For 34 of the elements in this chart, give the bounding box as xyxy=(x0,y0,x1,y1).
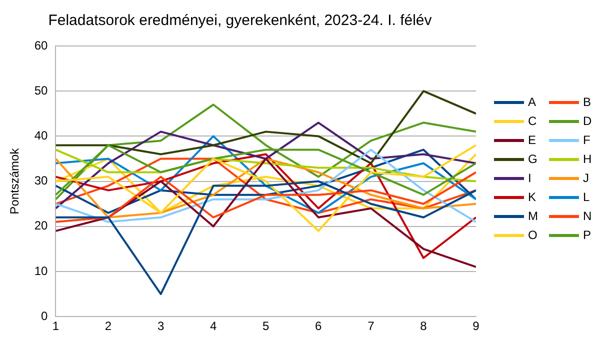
x-tick-label: 5 xyxy=(262,319,270,334)
legend-label: E xyxy=(528,133,536,147)
x-tick-label: 9 xyxy=(472,319,480,334)
x-tick-label: 1 xyxy=(52,319,60,334)
y-tick-label: 40 xyxy=(34,128,48,143)
y-tick-label: 0 xyxy=(41,308,48,323)
legend-label: A xyxy=(528,95,536,109)
x-tick-label: 6 xyxy=(315,319,322,334)
x-tick-label: 8 xyxy=(420,319,428,334)
y-tick-label: 20 xyxy=(34,218,48,233)
x-tick-label: 2 xyxy=(104,319,112,334)
legend-label: J xyxy=(583,171,589,185)
y-tick-label: 10 xyxy=(34,264,48,278)
legend-label: N xyxy=(583,209,592,223)
y-axis-title: Pontszámok xyxy=(8,147,22,214)
legend-label: K xyxy=(528,190,536,204)
legend-label: D xyxy=(583,114,592,128)
legend-label: L xyxy=(583,190,590,204)
chart-title: Feladatsorok eredményei, gyerekenként, 2023-24. I. félév xyxy=(48,12,432,30)
legend-label: F xyxy=(583,133,590,147)
legend-label: C xyxy=(528,114,537,128)
legend-label: O xyxy=(528,228,538,242)
x-tick-label: 7 xyxy=(368,319,375,334)
y-tick-label: 30 xyxy=(34,174,48,188)
legend-label: M xyxy=(528,209,538,223)
legend-label: P xyxy=(583,228,592,242)
x-tick-label: 3 xyxy=(157,319,164,334)
legend-label: G xyxy=(528,152,538,166)
y-tick-label: 50 xyxy=(34,83,48,98)
legend-label: B xyxy=(583,95,592,109)
x-tick-label: 4 xyxy=(210,319,217,334)
legend-label: H xyxy=(583,152,592,166)
y-tick-label: 60 xyxy=(34,38,48,52)
legend-label: I xyxy=(528,171,532,185)
